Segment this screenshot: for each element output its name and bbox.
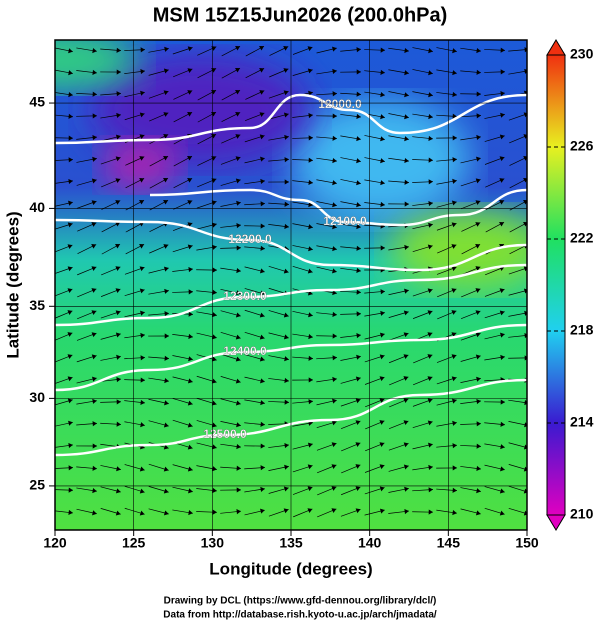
colorbar-label: 230 — [570, 46, 594, 62]
colorbar-label: 218 — [570, 322, 594, 338]
contour-label: 12000.0 — [318, 97, 362, 111]
y-tick-label: 35 — [29, 297, 45, 313]
contour-label: 12200.0 — [228, 232, 272, 246]
colorbar-label: 210 — [570, 506, 594, 522]
x-tick-label: 130 — [201, 535, 225, 551]
colorbar-label: 222 — [570, 230, 594, 246]
field: 12000.0 12100.0 12200.0 12300.0 12400.0 12500… — [0, 30, 550, 530]
colorbar-min — [547, 515, 565, 530]
contour-label: 12300.0 — [223, 289, 267, 303]
colorbar-max — [547, 40, 565, 55]
y-axis-label: Latitude (degrees) — [3, 211, 22, 358]
x-tick-label: 150 — [515, 535, 539, 551]
x-tick-label: 120 — [43, 535, 67, 551]
colorbar-label: 214 — [570, 414, 594, 430]
contour-label: 12500.0 — [203, 427, 247, 441]
y-tick-label: 40 — [29, 199, 45, 215]
credit: Drawing by DCL (https://www.gfd-dennou.o… — [164, 596, 437, 607]
y-tick-label: 45 — [29, 94, 45, 110]
title: MSM 15Z15Jun2026 (200.0hPa) — [153, 4, 448, 26]
contour-label: 12100.0 — [323, 214, 367, 228]
credit: Data from http://database.rish.kyoto-u.a… — [163, 610, 437, 621]
x-tick-label: 145 — [437, 535, 461, 551]
x-tick-label: 125 — [122, 535, 146, 551]
y-tick-label: 30 — [29, 389, 45, 405]
contour-label: 12400.0 — [223, 344, 267, 358]
x-axis-label: Longitude (degrees) — [209, 559, 372, 578]
x-tick-label: 135 — [279, 535, 303, 551]
x-tick-label: 140 — [358, 535, 382, 551]
colorbar — [547, 55, 565, 515]
colorbar-label: 226 — [570, 138, 594, 154]
y-tick-label: 25 — [29, 477, 45, 493]
